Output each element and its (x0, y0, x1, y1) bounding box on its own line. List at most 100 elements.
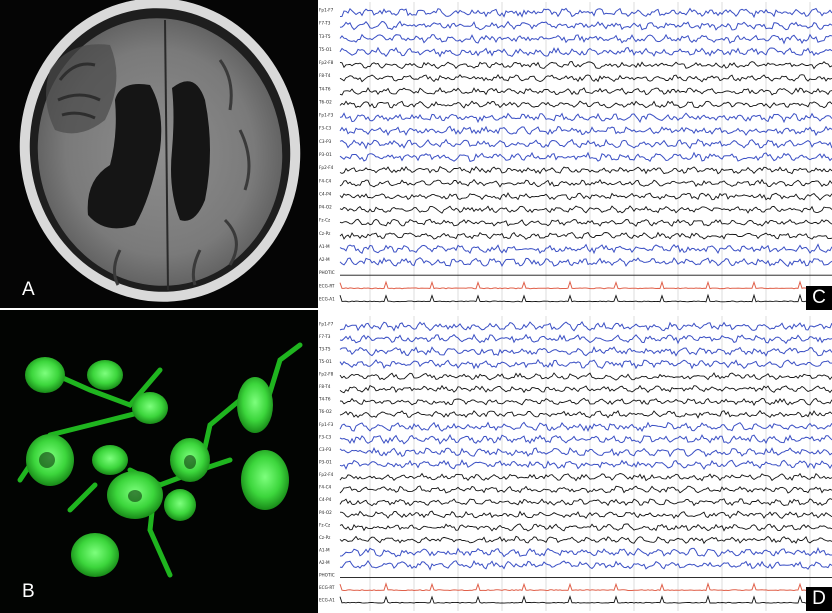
eeg-trace (339, 165, 832, 175)
eeg-trace (339, 20, 832, 31)
eeg-channel-label: T5-O1 (318, 359, 332, 364)
eeg-channel-label: Fp2-F8 (319, 60, 334, 65)
eeg-channel-label: T5-O1 (318, 47, 332, 52)
eeg-trace (339, 218, 832, 227)
eeg-channel-label: A1-M (319, 547, 330, 552)
eeg-trace (339, 46, 832, 58)
eeg-trace (339, 61, 832, 70)
eeg-channel-label: A2-M (319, 257, 330, 262)
eeg-channel-label: F3-C3 (319, 434, 332, 439)
eeg-trace (339, 510, 832, 520)
eeg-channel-label: F8-T4 (319, 73, 331, 78)
eeg-trace (339, 346, 832, 357)
panel-b-fluorescence: B (0, 310, 318, 613)
eeg-trace (339, 33, 832, 45)
eeg-trace (339, 459, 832, 470)
eeg-channel-label: T4-T6 (318, 397, 331, 402)
eeg-channel-label: T3-T5 (318, 34, 331, 39)
eeg-trace (339, 472, 832, 482)
eeg-channel-label: Fp1-F7 (319, 321, 334, 326)
eeg-trace (339, 138, 832, 150)
eeg-trace (339, 446, 832, 458)
eeg-trace (339, 293, 832, 303)
eeg-channel-label: T6-O2 (318, 409, 332, 414)
panel-a-mri: A (0, 0, 318, 308)
eeg-channel-label: F3-C3 (319, 126, 332, 131)
eeg-channel-label: P4-O2 (319, 510, 332, 515)
eeg-trace (339, 205, 832, 214)
eeg-channel-label: C3-P3 (319, 139, 332, 144)
eeg-channel-label: PHOTIC (319, 270, 335, 275)
eeg-trace (339, 192, 832, 201)
eeg-trace (339, 280, 832, 290)
eeg-trace (339, 320, 832, 332)
eeg-channel-label: T6-O2 (318, 99, 332, 104)
eeg-trace (339, 409, 832, 419)
mri-image (0, 0, 318, 308)
eeg-channel-label: PHOTIC (319, 573, 335, 578)
eeg-channel-label: A1-M (319, 244, 330, 249)
eeg-channel-label: P3-O1 (319, 460, 332, 465)
eeg-trace (339, 397, 832, 407)
eeg-channel-label: C4-P4 (319, 497, 332, 502)
eeg-channel-label: Fp2-F4 (319, 472, 334, 477)
eeg-channel-label: P3-O1 (319, 152, 332, 157)
fluorescence-image (0, 310, 318, 613)
eeg-trace (339, 257, 832, 268)
eeg-channel-label: Fz-Cz (319, 218, 331, 223)
eeg-channel-label: Cz-Pz (319, 231, 331, 236)
eeg-trace (339, 372, 832, 381)
eeg-channel-label: F8-T4 (319, 384, 331, 389)
eeg-channel-label: F7-T3 (319, 21, 331, 26)
eeg-channel-label: Fz-Cz (319, 522, 331, 527)
panel-d-eeg: Fp1-F7 F7-T3 T3-T5 T5-O1 Fp2-F8 F8-T4 T4-T6 T6-… (318, 314, 832, 613)
eeg-trace (339, 243, 832, 255)
eeg-channel-label: ECG-A1 (319, 296, 335, 301)
eeg-channel-label: Fp2-F4 (319, 165, 334, 170)
eeg-trace (339, 498, 832, 507)
eeg-trace (339, 358, 832, 370)
eeg-trace (339, 333, 832, 345)
eeg-channel-label: P4-O2 (319, 205, 332, 210)
eeg-trace (339, 151, 832, 162)
eeg-channel-label: C4-P4 (319, 191, 332, 196)
eeg-trace (339, 100, 832, 109)
eeg-channel-label: Fp1-F3 (319, 422, 334, 427)
eeg-trace (339, 87, 832, 96)
eeg-trace (339, 547, 832, 558)
eeg-traces-c: Fp1-F7 F7-T3 T3-T5 T5-O1 Fp2-F8 F8-T4 T4-T6 T6-… (318, 2, 832, 310)
eeg-channel-label: F4-C4 (319, 485, 332, 490)
eeg-trace (339, 231, 832, 240)
eeg-trace (339, 7, 832, 19)
eeg-channel-label: ECG-A1 (319, 598, 335, 603)
eeg-channel-label: ECG-RT (319, 585, 335, 590)
eeg-traces-d: Fp1-F7 F7-T3 T3-T5 T5-O1 Fp2-F8 F8-T4 T4-T6 T6-… (318, 316, 832, 611)
eeg-channel-label: C3-P3 (319, 447, 332, 452)
eeg-channel-label: Fp1-F3 (319, 113, 334, 118)
eeg-trace (339, 178, 832, 188)
eeg-trace (339, 112, 832, 124)
eeg-trace (339, 485, 832, 494)
panel-c-letter: C (806, 286, 832, 310)
eeg-trace (339, 523, 832, 532)
panel-d-letter: D (806, 587, 832, 611)
panel-c-eeg: Fp1-F7 F7-T3 T3-T5 T5-O1 Fp2-F8 F8-T4 T4-T6 T6-… (318, 0, 832, 312)
eeg-trace (339, 433, 832, 445)
eeg-trace (339, 125, 832, 137)
eeg-channel-label: F7-T3 (319, 334, 331, 339)
eeg-channel-label: Fp2-F8 (319, 372, 334, 377)
eeg-trace (339, 421, 832, 432)
eeg-trace (339, 582, 832, 592)
eeg-trace (339, 559, 832, 571)
eeg-channel-label: T4-T6 (318, 86, 331, 91)
eeg-channel-label: F4-C4 (319, 178, 332, 183)
panel-a-letter: A (22, 279, 35, 300)
eeg-trace (339, 384, 832, 394)
eeg-trace (339, 594, 832, 604)
eeg-channel-label: A2-M (319, 560, 330, 565)
eeg-trace (339, 535, 832, 545)
eeg-channel-label: Fp1-F7 (319, 8, 334, 13)
eeg-channel-label: ECG-RT (319, 283, 335, 288)
eeg-trace (339, 73, 832, 83)
eeg-channel-label: T3-T5 (318, 346, 331, 351)
